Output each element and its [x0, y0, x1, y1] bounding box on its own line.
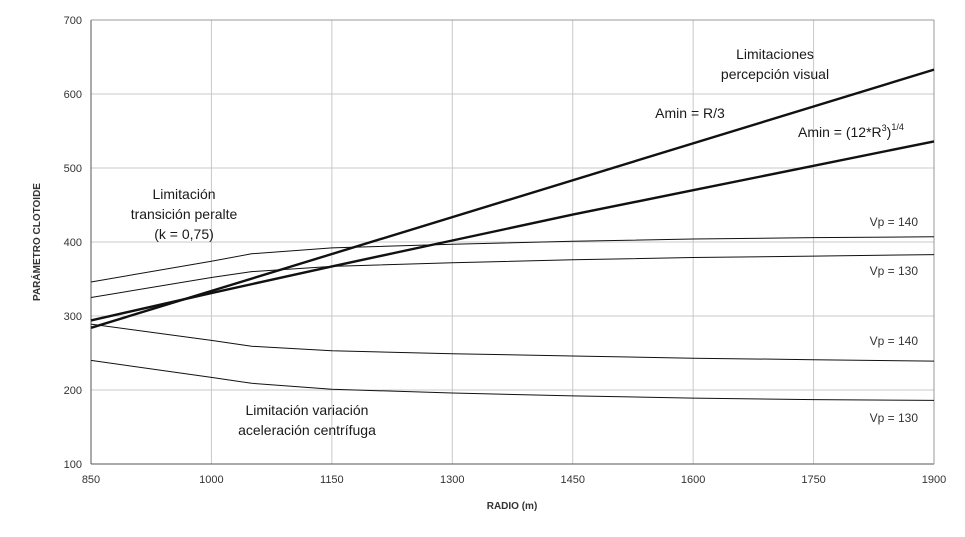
annotation-centrifuga-line2: aceleración centrífuga — [238, 422, 376, 438]
series-line-2 — [90, 236, 935, 283]
annotation-peralte-line1: Limitación — [152, 186, 215, 202]
x-tick-label: 1750 — [801, 474, 825, 486]
y-tick-labels: 100 200 300 400 500 600 700 — [64, 15, 82, 471]
x-axis-title: RADIO (m) — [487, 501, 538, 512]
y-tick-label: 400 — [64, 237, 82, 249]
formula-prefix: Amin = (12*R — [798, 124, 882, 140]
series-line-4 — [90, 323, 935, 362]
series-line-5 — [90, 359, 935, 401]
annotation-peralte-line2: transición peralte — [131, 206, 238, 222]
x-tick-label: 1150 — [320, 474, 344, 486]
x-tick-label: 1600 — [681, 474, 705, 486]
series-line-3 — [90, 254, 935, 298]
annotation-centrifuga-line1: Limitación variación — [246, 402, 369, 418]
formula-exp14: 1/4 — [891, 122, 904, 132]
label-vp140-lower: Vp = 140 — [870, 334, 919, 348]
series-line-0 — [90, 68, 935, 329]
label-vp130-upper: Vp = 130 — [870, 264, 919, 278]
x-tick-label: 1900 — [922, 474, 946, 486]
x-tick-labels: 850 1000 1150 1300 1450 1600 1750 1900 — [82, 474, 946, 486]
label-vp140-upper: Vp = 140 — [870, 215, 919, 229]
y-tick-label: 500 — [64, 163, 82, 175]
y-axis-title: PARÁMETRO CLOTOIDE — [30, 183, 43, 301]
annotation-amin-formula: Amin = (12*R3)1/4 — [798, 122, 904, 140]
y-tick-label: 600 — [64, 89, 82, 101]
annotation-perception-line1: Limitaciones — [736, 46, 814, 62]
formula-close: ) — [887, 124, 892, 140]
y-tick-label: 700 — [64, 15, 82, 27]
series-lines — [90, 68, 935, 401]
formula-exp3: 3 — [882, 123, 887, 133]
y-tick-label: 200 — [64, 385, 82, 397]
x-tick-label: 850 — [82, 474, 100, 486]
series-line-1 — [90, 140, 935, 322]
x-tick-label: 1300 — [440, 474, 464, 486]
annotation-peralte-line3: (k = 0,75) — [154, 226, 214, 242]
x-tick-label: 1450 — [560, 474, 584, 486]
y-tick-label: 300 — [64, 311, 82, 323]
label-vp130-lower: Vp = 130 — [870, 411, 919, 425]
annotation-amin-r3: Amin = R/3 — [655, 105, 725, 121]
y-tick-label: 100 — [64, 459, 82, 471]
x-tick-label: 1000 — [199, 474, 223, 486]
grid — [90, 19, 935, 465]
annotation-perception-line2: percepción visual — [721, 66, 829, 82]
